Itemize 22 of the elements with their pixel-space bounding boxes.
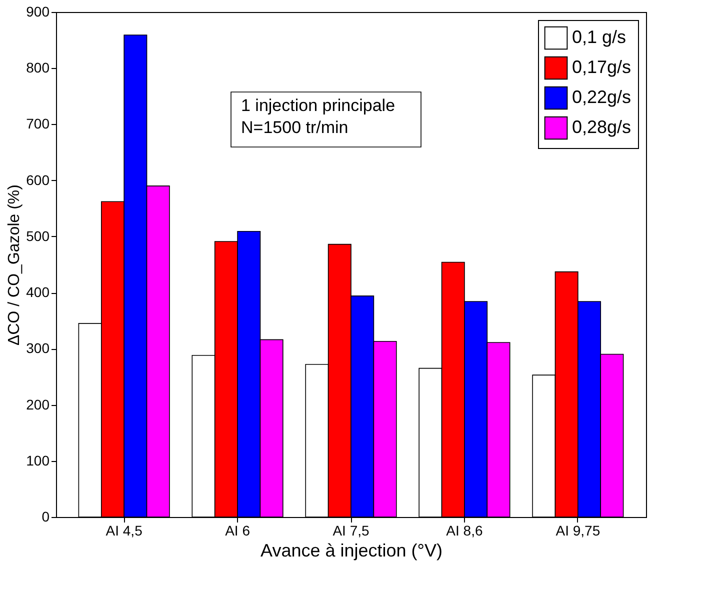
y-tick-label: 0 <box>42 508 50 524</box>
y-tick-label: 800 <box>26 60 50 76</box>
legend-label: 0,22g/s <box>572 87 632 107</box>
y-tick-label: 600 <box>26 172 50 188</box>
y-tick-label: 900 <box>26 4 50 20</box>
x-tick-label: AI 7,5 <box>332 522 370 538</box>
x-tick-label: AI 9,75 <box>556 522 600 538</box>
x-tick-label: AI 6 <box>225 522 250 538</box>
legend-label: 0,17g/s <box>572 57 632 77</box>
annotation: 1 injection principale N=1500 tr/min <box>241 96 396 137</box>
x-tick-label: AI 4,5 <box>106 522 143 538</box>
x-axis-title: Avance à injection (°V) <box>260 540 442 560</box>
x-tick-label: AI 8,6 <box>446 522 483 538</box>
y-axis-title: ΔCO / CO_Gazole (%) <box>6 184 24 346</box>
y-tick-label: 300 <box>26 340 50 356</box>
y-tick-label: 400 <box>26 284 50 300</box>
legend-label: 0,28g/s <box>572 117 632 137</box>
y-tick-label: 500 <box>26 228 50 244</box>
y-tick-label: 200 <box>26 396 50 412</box>
legend-label: 0,1 g/s <box>572 27 626 47</box>
y-tick-label: 700 <box>26 116 50 132</box>
y-tick-label: 100 <box>26 452 50 468</box>
